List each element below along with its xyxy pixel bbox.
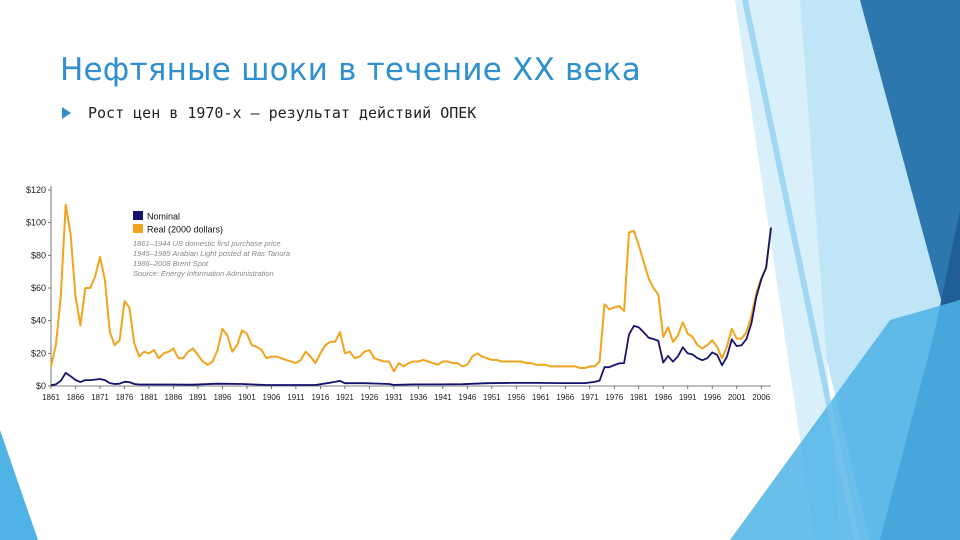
slide-title: Нефтяные шоки в течение XX века bbox=[60, 52, 641, 88]
legend-note-2: 1945–1985 Arabian Light posted at Ras Ta… bbox=[133, 249, 290, 258]
x-tick-label: 1891 bbox=[189, 393, 207, 402]
x-tick-label: 1976 bbox=[605, 393, 623, 402]
x-tick-label: 1901 bbox=[238, 393, 256, 402]
bullet-text: Рост цен в 1970-х – результат действий О… bbox=[88, 104, 477, 122]
chart-axes: $0 $20 $40 $60 $80 $100 $120 1861 1866 1871 1876 18… bbox=[26, 185, 771, 402]
y-tick-label: $40 bbox=[31, 316, 46, 326]
chart-series bbox=[50, 203, 772, 387]
x-tick-label: 1926 bbox=[360, 393, 378, 402]
x-tick-label: 2001 bbox=[728, 393, 746, 402]
x-tick-label: 1946 bbox=[458, 393, 476, 402]
legend-label-real: Real (2000 dollars) bbox=[147, 225, 223, 235]
x-tick-label: 1986 bbox=[654, 393, 672, 402]
y-tick-label: $60 bbox=[31, 283, 46, 293]
y-tick-label: $80 bbox=[31, 250, 46, 260]
x-tick-label: 1956 bbox=[507, 393, 525, 402]
x-tick-label: 1931 bbox=[385, 393, 403, 402]
x-tick-label: 1961 bbox=[532, 393, 550, 402]
y-tick-label: $120 bbox=[26, 185, 46, 195]
series-line-real bbox=[50, 203, 772, 373]
x-tick-label: 1996 bbox=[703, 393, 721, 402]
legend-note-3: 1986–2008 Brent Spot bbox=[133, 259, 209, 268]
deco-shape-thin bbox=[742, 0, 860, 540]
x-tick-label: 1916 bbox=[311, 393, 329, 402]
x-tick-label: 1971 bbox=[581, 393, 599, 402]
deco-shape-light-2 bbox=[735, 0, 840, 540]
x-tick-label: 1876 bbox=[116, 393, 134, 402]
legend-label-nominal: Nominal bbox=[147, 212, 180, 222]
x-tick-label: 1861 bbox=[42, 393, 60, 402]
x-tick-label: 1896 bbox=[214, 393, 232, 402]
triangle-arrow-icon bbox=[62, 107, 71, 119]
x-tick-label: 1981 bbox=[630, 393, 648, 402]
x-tick-label: 1881 bbox=[140, 393, 158, 402]
y-tick-label: $100 bbox=[26, 218, 46, 228]
x-tick-label: 1966 bbox=[556, 393, 574, 402]
legend-note-1: 1861–1944 US domestic first purchase pri… bbox=[133, 239, 281, 248]
legend-swatch-nominal bbox=[133, 211, 143, 220]
x-tick-label: 1866 bbox=[67, 393, 85, 402]
deco-shape-left bbox=[0, 430, 38, 540]
x-tick-label: 1991 bbox=[679, 393, 697, 402]
x-tick-label: 1951 bbox=[483, 393, 501, 402]
legend-note-4: Source: Energy Information Administratio… bbox=[133, 269, 274, 278]
y-tick-label: $0 bbox=[36, 381, 46, 391]
series-line-nominal bbox=[50, 227, 772, 387]
x-tick-label: 1871 bbox=[91, 393, 109, 402]
x-tick-label: 1921 bbox=[336, 393, 354, 402]
x-tick-label: 1941 bbox=[434, 393, 452, 402]
x-tick-label: 1911 bbox=[287, 393, 305, 402]
x-tick-label: 1886 bbox=[165, 393, 183, 402]
x-tick-label: 1906 bbox=[263, 393, 281, 402]
legend-swatch-real bbox=[133, 224, 143, 233]
x-tick-label: 2006 bbox=[752, 393, 770, 402]
deco-shape-mid-3 bbox=[730, 300, 960, 540]
y-tick-label: $20 bbox=[31, 348, 46, 358]
chart-legend: Nominal Real (2000 dollars) 1861–1944 US… bbox=[133, 211, 290, 278]
deco-shape-mid-1 bbox=[860, 0, 960, 370]
x-tick-label: 1936 bbox=[409, 393, 427, 402]
